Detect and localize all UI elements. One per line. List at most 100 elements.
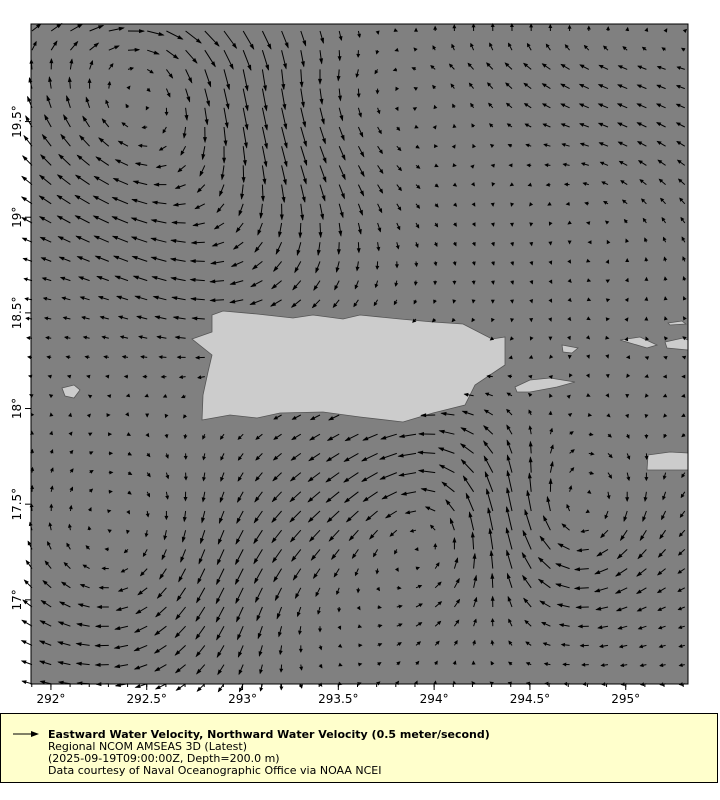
velocity-arrow <box>595 606 609 611</box>
velocity-arrow <box>644 374 649 378</box>
velocity-arrow <box>117 315 129 320</box>
velocity-arrow <box>174 335 186 340</box>
velocity-arrow <box>585 509 590 514</box>
velocity-arrow <box>537 556 551 569</box>
velocity-arrow <box>325 472 340 483</box>
velocity-arrow <box>49 412 54 417</box>
velocity-arrow <box>171 296 186 301</box>
velocity-arrow <box>677 606 685 611</box>
velocity-arrow <box>487 82 494 89</box>
velocity-arrow <box>582 181 589 186</box>
velocity-arrow <box>183 414 187 419</box>
velocity-arrow <box>201 146 206 161</box>
velocity-arrow <box>662 491 667 501</box>
velocity-arrow <box>433 261 438 267</box>
velocity-arrow <box>220 165 225 181</box>
velocity-arrow <box>39 620 52 627</box>
velocity-arrow <box>473 574 478 588</box>
velocity-arrow <box>662 236 667 243</box>
velocity-arrow <box>242 107 249 131</box>
velocity-arrow <box>298 222 303 239</box>
velocity-arrow <box>621 199 628 205</box>
velocity-arrow <box>337 643 343 648</box>
velocity-arrow <box>66 95 71 108</box>
velocity-arrow <box>584 201 589 206</box>
velocity-arrow <box>452 261 457 266</box>
velocity-arrow <box>144 530 149 538</box>
velocity-arrow <box>432 84 437 90</box>
velocity-arrow <box>161 549 167 561</box>
velocity-arrow <box>558 623 570 628</box>
velocity-arrow <box>319 30 324 44</box>
velocity-arrow <box>332 299 340 309</box>
velocity-arrow <box>313 280 321 291</box>
velocity-arrow <box>470 531 475 550</box>
velocity-arrow <box>527 182 532 187</box>
velocity-arrow <box>354 568 359 577</box>
velocity-arrow <box>133 664 148 670</box>
velocity-arrow <box>644 413 649 419</box>
velocity-arrow <box>528 440 533 454</box>
velocity-arrow <box>681 355 687 360</box>
velocity-arrow <box>154 625 167 636</box>
velocity-arrow <box>679 197 686 205</box>
velocity-arrow <box>38 195 52 205</box>
velocity-arrow <box>413 27 418 32</box>
velocity-arrow <box>377 145 383 155</box>
velocity-arrow <box>281 165 287 186</box>
velocity-arrow <box>451 317 456 323</box>
velocity-arrow <box>126 432 131 436</box>
velocity-arrow <box>152 295 167 301</box>
velocity-arrow <box>336 69 341 82</box>
velocity-arrow <box>343 472 359 483</box>
velocity-arrow <box>204 107 209 126</box>
velocity-arrow <box>434 203 439 208</box>
velocity-arrow <box>99 315 109 320</box>
velocity-arrow <box>176 587 187 602</box>
velocity-arrow <box>185 88 191 103</box>
velocity-arrow <box>396 184 402 192</box>
velocity-arrow <box>567 220 572 225</box>
velocity-arrow <box>473 596 478 608</box>
velocity-arrow <box>470 164 475 169</box>
velocity-arrow <box>415 584 423 589</box>
velocity-arrow <box>529 241 534 247</box>
velocity-arrow <box>396 623 403 628</box>
velocity-arrow <box>506 572 513 588</box>
velocity-arrow <box>142 549 148 558</box>
velocity-arrow <box>66 374 72 379</box>
velocity-arrow <box>459 443 474 454</box>
velocity-arrow <box>338 146 346 161</box>
velocity-arrow <box>172 315 186 320</box>
velocity-arrow <box>682 28 688 34</box>
velocity-arrow <box>398 433 417 439</box>
velocity-arrow <box>217 530 225 545</box>
velocity-arrow <box>644 453 649 461</box>
velocity-arrow <box>505 102 513 109</box>
velocity-arrow <box>300 50 305 68</box>
velocity-arrow <box>21 680 33 685</box>
velocity-arrow <box>126 85 131 90</box>
velocity-arrow <box>604 220 610 225</box>
velocity-arrow <box>433 299 437 304</box>
velocity-arrow <box>381 491 398 500</box>
velocity-arrow <box>617 141 628 147</box>
velocity-arrow <box>220 472 225 482</box>
velocity-arrow <box>117 587 129 592</box>
velocity-arrow <box>281 50 287 70</box>
velocity-arrow <box>509 336 515 341</box>
velocity-arrow <box>415 660 420 666</box>
velocity-arrow <box>605 373 610 379</box>
velocity-arrow <box>271 491 282 503</box>
velocity-arrow <box>644 276 649 281</box>
velocity-arrow <box>163 530 168 541</box>
velocity-arrow <box>643 491 648 502</box>
vieques <box>514 377 576 393</box>
velocity-arrow <box>89 42 100 51</box>
vector-map: 292° 292.5° 293° 293.5° 294° 294.5° 295° 17°17… <box>10 22 689 706</box>
velocity-arrow <box>281 146 288 168</box>
velocity-arrow <box>300 88 305 108</box>
velocity-arrow <box>637 549 647 560</box>
velocity-arrow <box>136 315 148 320</box>
velocity-arrow <box>365 510 378 522</box>
